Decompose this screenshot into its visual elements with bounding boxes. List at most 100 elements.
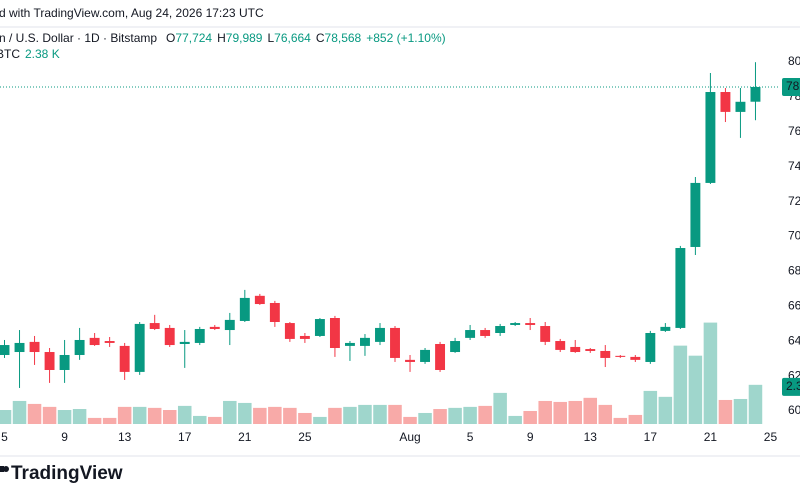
x-tick-label: 17 bbox=[178, 430, 192, 444]
candle-body bbox=[705, 92, 716, 183]
change: +852 (+1.10%) bbox=[366, 31, 445, 45]
volume-bar bbox=[343, 406, 357, 424]
candle-body bbox=[645, 332, 656, 362]
candle-body bbox=[390, 327, 400, 358]
x-tick-label: 21 bbox=[238, 430, 252, 444]
candle-body bbox=[209, 326, 220, 329]
volume-bar bbox=[102, 417, 117, 424]
candle-body bbox=[630, 356, 641, 360]
candle-body bbox=[89, 337, 100, 346]
candle-body bbox=[179, 341, 190, 344]
y-tick-label: 70,000 bbox=[788, 229, 800, 243]
x-tick-label: 5 bbox=[1, 430, 8, 444]
candle-body bbox=[525, 323, 536, 325]
candle-body bbox=[495, 326, 506, 333]
candle-body bbox=[585, 349, 596, 351]
candle-body bbox=[29, 341, 40, 353]
candle-body bbox=[510, 323, 521, 325]
last-price-box bbox=[782, 77, 800, 96]
candle-body bbox=[329, 317, 340, 349]
candle-body bbox=[14, 342, 25, 353]
volume-bar bbox=[673, 345, 688, 424]
last-price-label: 78,568 bbox=[786, 79, 800, 93]
x-tick-label: Aug bbox=[399, 430, 420, 444]
candle-body bbox=[615, 355, 626, 357]
ohlc-key: C bbox=[316, 31, 325, 45]
y-tick-label: 80,000 bbox=[788, 54, 800, 68]
y-tick-label: 64,000 bbox=[788, 333, 800, 347]
candle-body bbox=[59, 354, 70, 370]
volume-bar bbox=[358, 404, 372, 424]
logo-icon bbox=[0, 466, 4, 472]
volume-bar bbox=[553, 401, 567, 424]
volume-bar bbox=[268, 406, 282, 424]
logo: TradingView bbox=[0, 463, 123, 484]
volume-bar bbox=[177, 405, 192, 424]
candle-body bbox=[194, 328, 205, 343]
ohlc-value: 79,989 bbox=[226, 31, 263, 45]
candle-body bbox=[735, 101, 746, 112]
ohlc-key: H bbox=[217, 31, 226, 45]
volume-bar bbox=[583, 397, 598, 424]
x-tick-label: 5 bbox=[467, 430, 474, 444]
volume-bar bbox=[523, 410, 537, 424]
volume-bar bbox=[598, 404, 613, 424]
candle-body bbox=[540, 326, 551, 342]
candle-body bbox=[465, 330, 476, 338]
volume-bar bbox=[192, 415, 207, 424]
volume-bar bbox=[568, 400, 582, 424]
last-volume-label: 2.38 K bbox=[786, 379, 800, 393]
y-tick-label: 66,000 bbox=[788, 298, 800, 312]
volume-bar bbox=[283, 407, 297, 424]
ohlc-key: L bbox=[267, 31, 274, 45]
candle-body bbox=[555, 341, 566, 350]
candle-body bbox=[164, 327, 175, 346]
volume-bar bbox=[328, 407, 342, 424]
candle-body bbox=[720, 92, 731, 112]
x-tick-label: 25 bbox=[298, 430, 312, 444]
candle-body bbox=[344, 342, 355, 346]
volume-bar bbox=[463, 406, 477, 424]
volume-bar bbox=[373, 404, 387, 424]
volume-bar bbox=[643, 390, 658, 424]
volume-bar bbox=[388, 404, 402, 424]
volume-bar bbox=[162, 410, 177, 424]
volume-bar bbox=[0, 410, 12, 424]
volume-bar bbox=[613, 417, 628, 424]
volume-bar bbox=[688, 355, 703, 424]
candle-body bbox=[134, 323, 145, 372]
volume-bar bbox=[147, 407, 162, 424]
y-tick-label: 72,000 bbox=[788, 194, 800, 208]
volume-bar bbox=[748, 384, 763, 424]
candle-body bbox=[269, 302, 280, 323]
volume-bar bbox=[433, 409, 447, 424]
y-tick-label: 68,000 bbox=[788, 264, 800, 278]
candle-body bbox=[435, 343, 446, 370]
candle-body bbox=[299, 335, 310, 339]
volume-bar bbox=[238, 402, 252, 424]
x-tick-label: 13 bbox=[118, 430, 132, 444]
ohlc-value: 76,664 bbox=[274, 31, 311, 45]
candle-body bbox=[570, 346, 581, 353]
y-tick-label: 76,000 bbox=[788, 124, 800, 138]
y-tick-label: 60,000 bbox=[788, 403, 800, 417]
volume-bar bbox=[718, 399, 733, 424]
volume-bar bbox=[27, 403, 42, 424]
volume-bar bbox=[538, 400, 552, 424]
candle-body bbox=[239, 297, 250, 321]
candle-body bbox=[149, 323, 160, 329]
volume-bar bbox=[448, 407, 462, 424]
last-volume-box bbox=[782, 377, 800, 396]
x-tick-label: 13 bbox=[584, 430, 598, 444]
volume-bar bbox=[493, 392, 507, 424]
candle-body bbox=[0, 345, 10, 355]
logo-icon bbox=[3, 466, 9, 472]
volume-bar bbox=[223, 400, 237, 424]
volume-bar bbox=[418, 412, 432, 424]
candle-body bbox=[750, 86, 761, 102]
attribution: d with TradingView.com, Aug 24, 2026 17:… bbox=[0, 6, 264, 20]
candle-body bbox=[119, 345, 130, 372]
volume-bar bbox=[208, 416, 222, 424]
y-tick-label: 74,000 bbox=[788, 159, 800, 173]
candle-body bbox=[660, 326, 671, 331]
